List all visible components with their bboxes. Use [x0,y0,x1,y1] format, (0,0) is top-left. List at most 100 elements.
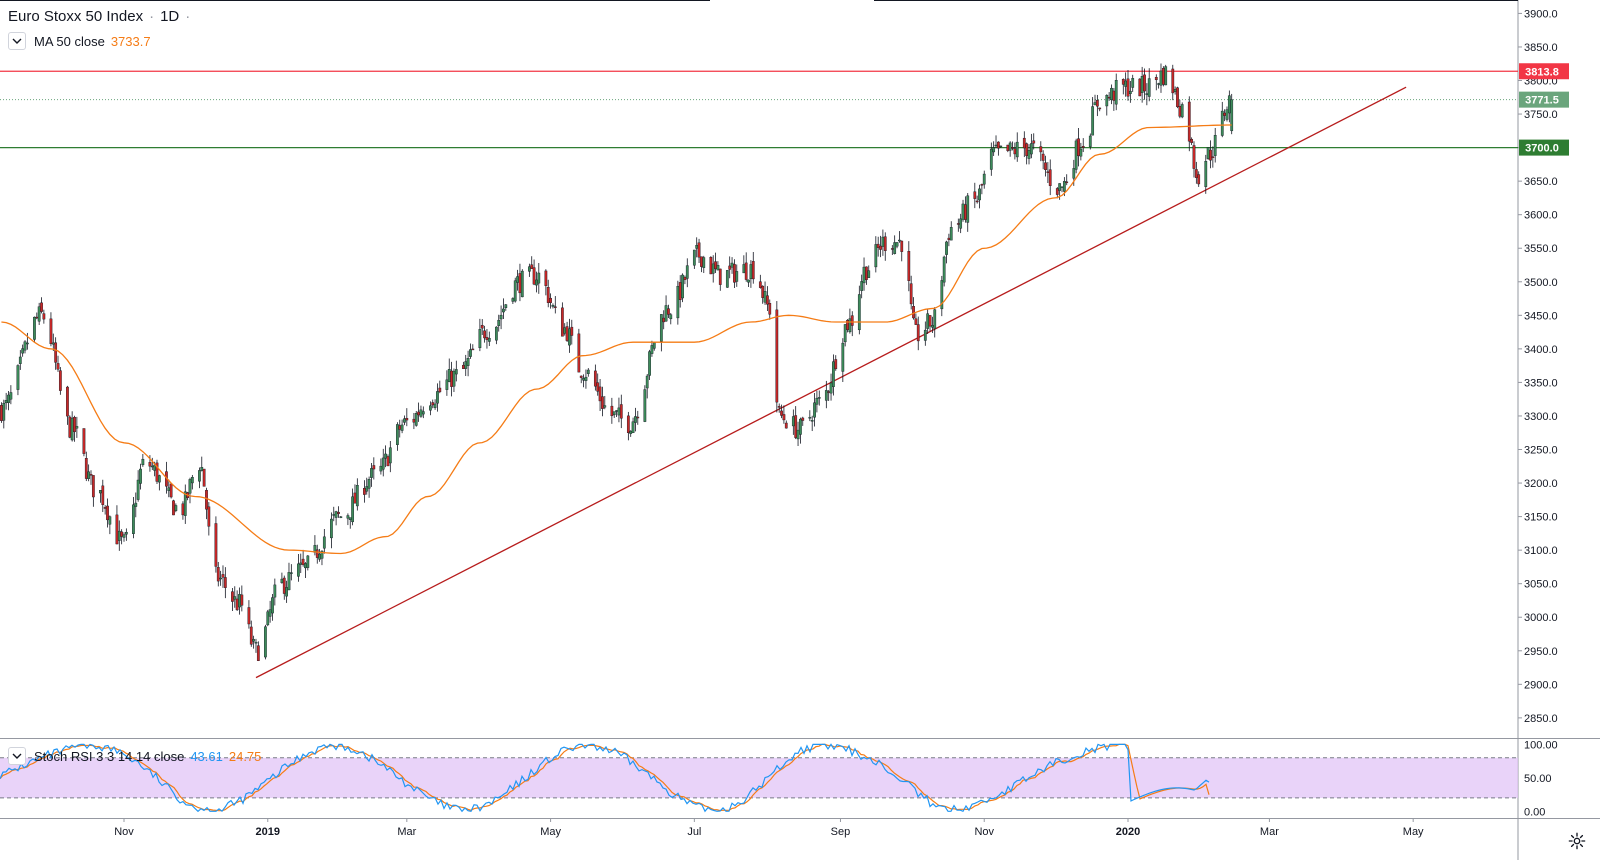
candle-body [716,264,720,271]
candle-body [386,456,390,467]
candle-body [511,298,515,302]
symbol-name[interactable]: Euro Stoxx 50 Index [8,8,144,25]
candle-body [464,361,468,369]
price-tick-label: 3350.0 [1524,377,1558,389]
candle-body [1060,186,1064,189]
price-tick-label: 3150.0 [1524,512,1558,524]
candle-body [445,379,449,390]
collapse-chevron-icon[interactable] [8,32,26,50]
candle-body [718,268,722,285]
candle-body [400,424,404,431]
candle-body [37,306,41,322]
candle-body [1013,148,1017,155]
candle-body [454,369,458,375]
candle-body [256,645,260,661]
candle-body [603,405,607,408]
interval-label[interactable]: 1D [160,8,180,25]
candle-body [365,486,369,492]
collapse-chevron-icon[interactable] [8,747,26,765]
candle-body [912,306,915,319]
stoch-rsi-k-value: 43.61 [190,748,223,764]
candle-body [914,318,918,325]
candle-body [813,402,816,418]
candle-body [629,430,633,434]
candle-body [841,342,845,372]
candle-body [337,511,340,514]
candle-body [808,416,812,419]
candle-body [1105,95,1109,107]
time-tick-label: 2019 [256,826,280,838]
candle-body [480,324,484,329]
candle-body [546,287,550,303]
stoch-rsi-k-line [0,743,1210,813]
candle-body [582,378,585,381]
candle-body [980,184,984,186]
price-tick-label: 3100.0 [1524,545,1558,557]
candle-body [339,516,343,518]
candle-body [744,262,748,280]
candle-body [1223,112,1227,116]
candle-body [766,295,769,305]
candle-body [584,376,588,381]
time-tick-label: Nov [974,826,994,838]
candle-body [619,404,623,419]
stoch-rsi-d-value: 24.75 [228,748,262,764]
candle-body [99,490,102,494]
candle-body [58,370,62,391]
candle-body [221,574,225,578]
candle-body [1041,153,1045,161]
candle-body [827,391,831,393]
candle-body [1209,149,1212,161]
candle-body [1044,162,1047,171]
price-tick-label: 3600.0 [1524,210,1558,222]
candle-body [610,405,614,417]
candle-body [504,304,508,308]
last-price-label-bg [1519,91,1569,108]
candle-body [1143,74,1146,92]
candle-body [848,318,852,333]
candle-body [992,147,996,153]
candle-body [1157,83,1161,85]
ma-value: 3733.7 [110,33,151,49]
candle-body [1230,99,1234,132]
candle-body [758,281,762,288]
candle-body [216,567,220,582]
candle-body [1065,181,1069,184]
candle-body [51,342,55,345]
settings-gear-icon[interactable] [1568,832,1586,850]
candle-body [89,474,93,476]
candle-body [40,302,43,312]
candle-body [200,467,204,471]
candle-body [1173,89,1177,92]
ma50-line [1,124,1232,555]
candle-body [532,267,536,285]
price-tick-label: 3850.0 [1524,42,1558,54]
candle-body [544,270,548,286]
candle-body [923,329,927,341]
candle-body [1015,141,1019,158]
candle-body [815,397,819,405]
candle-body [1072,168,1076,179]
candle-body [372,465,376,470]
candle-body [23,341,27,351]
candle-body [862,266,866,284]
candle-body [9,392,13,400]
candle-body [964,204,967,220]
candle-body [1164,66,1168,86]
candle-body [4,400,8,404]
candle-body [1124,80,1128,87]
candle-body [1225,109,1229,120]
candle-body [233,596,237,600]
candle-body [103,507,107,509]
candle-body [462,364,465,369]
candle-body [761,285,765,298]
candle-body [865,266,868,280]
candle-body [834,359,838,370]
candle-body [155,462,159,482]
candle-body [334,511,338,518]
candle-body [1178,106,1182,117]
candle-body [796,429,800,440]
candle-body [874,244,878,268]
candle-body [1046,171,1050,173]
